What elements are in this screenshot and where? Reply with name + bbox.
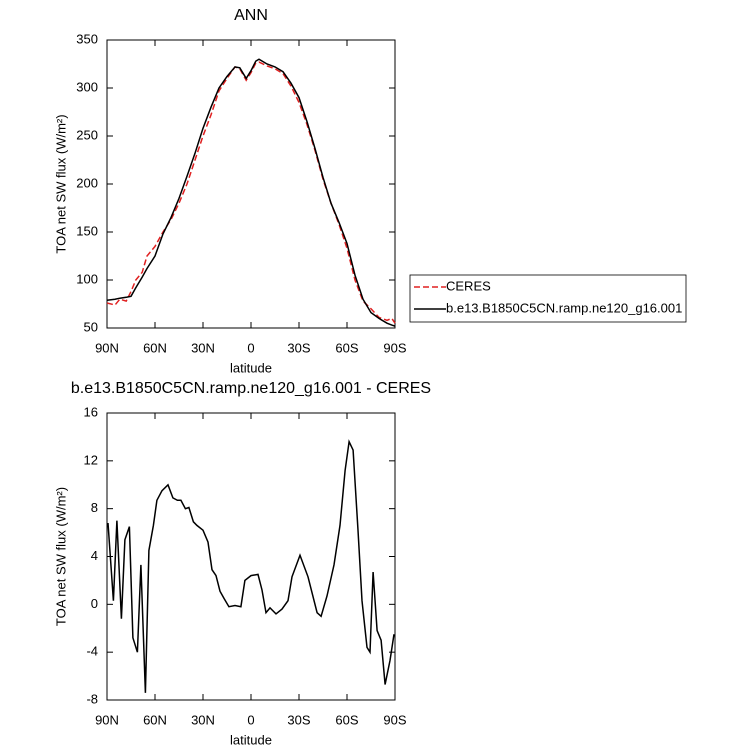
y-tick-label: -8 <box>86 691 98 706</box>
x-tick-label: 30S <box>287 340 310 355</box>
y-axis-label: TOA net SW flux (W/m²) <box>53 114 68 253</box>
x-tick-label: 0 <box>247 712 254 727</box>
plot-title: b.e13.B1850C5CN.ramp.ne120_g16.001 - CER… <box>71 380 431 397</box>
x-tick-label: 90S <box>383 340 406 355</box>
plot-frame <box>106 39 396 329</box>
y-tick-label: 4 <box>91 548 98 563</box>
legend-label: b.e13.B1850C5CN.ramp.ne120_g16.001 <box>446 300 682 315</box>
x-tick-label: 60N <box>143 340 167 355</box>
x-tick-label: 0 <box>247 340 254 355</box>
x-tick-label: 30N <box>191 340 215 355</box>
x-tick-label: 30N <box>191 712 215 727</box>
x-tick-label: 90N <box>95 340 119 355</box>
x-axis-label: latitude <box>230 732 272 747</box>
y-tick-label: 0 <box>91 596 98 611</box>
y-tick-label: 50 <box>84 319 98 334</box>
plot-frame <box>106 412 396 701</box>
plot-title: ANN <box>234 7 268 24</box>
legend-box <box>409 274 687 323</box>
y-tick-label: 300 <box>76 79 98 94</box>
x-tick-label: 60N <box>143 712 167 727</box>
y-tick-label: 100 <box>76 271 98 286</box>
y-tick-label: -4 <box>86 644 98 659</box>
x-axis-label: latitude <box>230 360 272 375</box>
series-line <box>106 58 396 327</box>
y-tick-label: 350 <box>76 31 98 46</box>
x-tick-label: 60S <box>335 340 358 355</box>
legend-label: CERES <box>446 278 491 293</box>
y-tick-label: 8 <box>91 500 98 515</box>
x-tick-label: 90N <box>95 712 119 727</box>
x-tick-label: 90S <box>383 712 406 727</box>
series-line <box>106 61 396 324</box>
x-tick-label: 30S <box>287 712 310 727</box>
y-tick-label: 150 <box>76 223 98 238</box>
y-tick-label: 16 <box>84 404 98 419</box>
y-tick-label: 200 <box>76 175 98 190</box>
y-axis-label: TOA net SW flux (W/m²) <box>53 487 68 626</box>
y-tick-label: 12 <box>84 452 98 467</box>
y-tick-label: 250 <box>76 127 98 142</box>
x-tick-label: 60S <box>335 712 358 727</box>
series-line <box>107 439 395 693</box>
